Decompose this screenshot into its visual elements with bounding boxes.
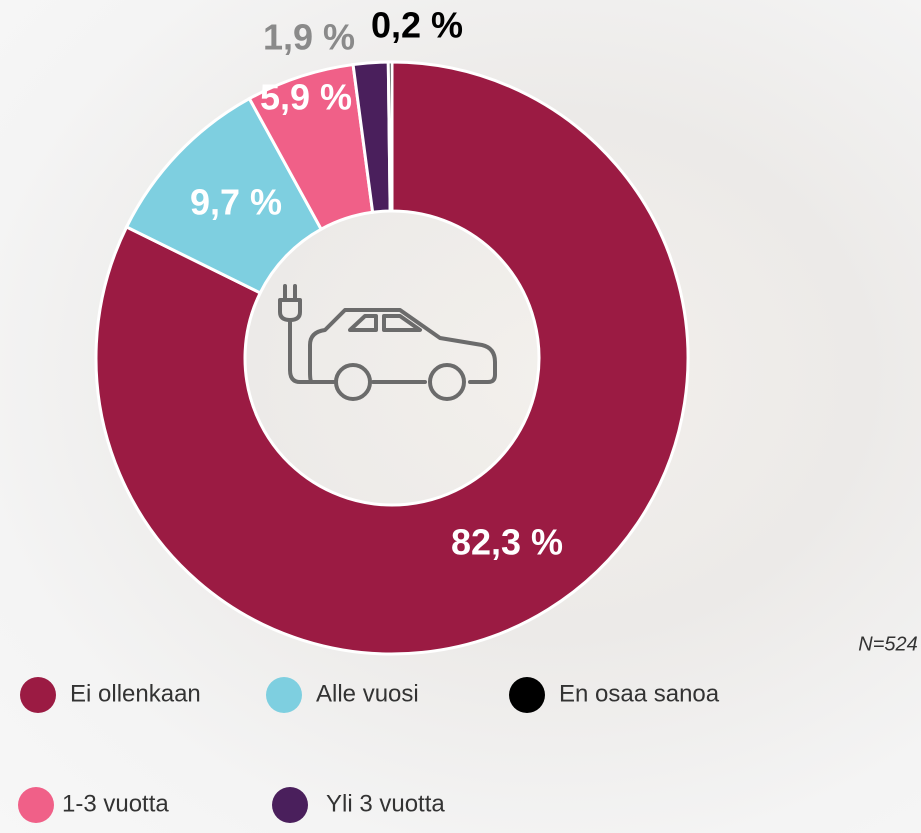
- value-label: 9,7 %: [190, 182, 282, 223]
- legend-label: Yli 3 vuotta: [326, 790, 445, 817]
- value-label: 0,2 %: [371, 5, 463, 46]
- car-icon: [278, 284, 497, 401]
- donut: [94, 60, 690, 656]
- legend-label: 1-3 vuotta: [62, 790, 169, 817]
- annotation: N=524: [858, 633, 918, 655]
- value-label: 82,3 %: [451, 522, 563, 563]
- slice: [386, 60, 394, 213]
- legend-swatch: [20, 677, 56, 713]
- legend-label: Ei ollenkaan: [70, 680, 201, 707]
- legend-label: En osaa sanoa: [559, 680, 720, 707]
- legend-label: Alle vuosi: [316, 680, 419, 707]
- legend-swatch: [509, 677, 545, 713]
- value-label: 5,9 %: [260, 77, 352, 118]
- legend-swatch: [18, 787, 54, 823]
- legend-swatch: [272, 787, 308, 823]
- legend-swatch: [266, 677, 302, 713]
- slice: [94, 60, 690, 656]
- value-label: 1,9 %: [263, 17, 355, 58]
